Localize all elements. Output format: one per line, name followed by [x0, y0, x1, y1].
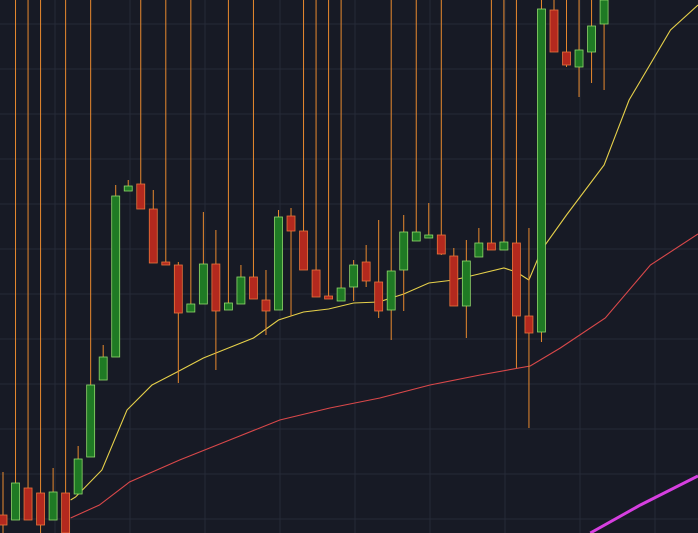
candle-body	[499, 241, 509, 251]
candle-body	[349, 264, 359, 288]
candle-body	[186, 303, 196, 313]
candle-body	[211, 263, 221, 312]
candle-body	[23, 487, 33, 521]
candle-body	[524, 315, 534, 334]
candle-body	[73, 458, 83, 495]
moving-average-line	[70, 233, 698, 519]
candle-body	[148, 208, 158, 264]
candle-body	[48, 491, 58, 521]
candle-body	[486, 242, 496, 251]
candle-body	[173, 264, 183, 314]
candle-body	[599, 0, 609, 25]
candle-body	[574, 49, 584, 68]
candle-body	[98, 356, 108, 381]
candle-body	[11, 482, 20, 521]
candle-body	[286, 215, 296, 232]
candle-body	[299, 230, 308, 271]
candle-body	[0, 514, 8, 526]
candle-body	[274, 216, 283, 311]
candle-body	[562, 51, 571, 66]
candle-body	[549, 9, 559, 53]
candle-body	[424, 234, 434, 239]
candle-body	[461, 260, 471, 307]
candle-body	[311, 269, 321, 298]
candle-body	[449, 255, 459, 307]
candle-body	[249, 276, 258, 300]
candle-body	[436, 234, 446, 255]
candle-body	[86, 384, 96, 458]
candle-body	[474, 242, 484, 258]
candle-body	[111, 195, 121, 358]
candle-body	[537, 8, 546, 333]
candle-body	[198, 263, 208, 305]
candle-body	[587, 25, 596, 53]
candle-body	[411, 231, 421, 242]
candle-body	[236, 276, 246, 305]
candle-body	[224, 302, 233, 311]
candle-body	[386, 270, 396, 311]
moving-average-line	[589, 474, 698, 533]
candle-body	[261, 299, 271, 312]
candle-body	[336, 287, 346, 302]
candle-body	[161, 261, 171, 266]
candle-body	[61, 492, 71, 533]
candle-body	[361, 261, 371, 282]
candle-body	[123, 185, 133, 192]
candle-body	[399, 231, 409, 271]
candle-body	[324, 295, 333, 300]
candle-body	[36, 492, 45, 526]
candle-body	[136, 183, 146, 210]
candle-body	[374, 281, 384, 312]
candle-body	[512, 242, 521, 317]
